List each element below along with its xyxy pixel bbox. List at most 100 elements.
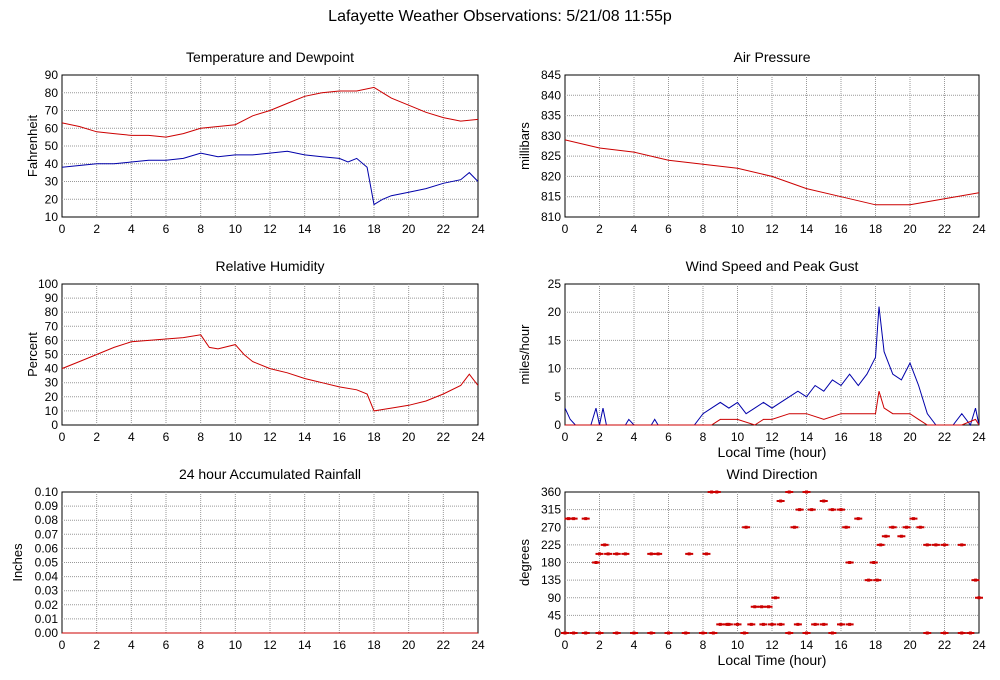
x-tick-label: 10 (229, 638, 243, 652)
x-tick-label: 8 (700, 430, 707, 444)
humidity-chart: 0 2 4 6 8 10 12 14 16 18 20 22 240102030405060708090… (25, 258, 485, 444)
x-tick-label: 12 (765, 222, 779, 236)
rain-chart: 0 2 4 6 8 10 12 14 16 18 20 22 240.000.010.020.030.0… (10, 466, 485, 652)
x-tick-label: 22 (938, 638, 952, 652)
y-tick-label: 30 (45, 175, 59, 189)
chart-title: 24 hour Accumulated Rainfall (179, 466, 361, 482)
y-tick-label: 90 (45, 68, 59, 82)
y-tick-label: 70 (45, 319, 59, 333)
data-point-dash (612, 552, 621, 555)
data-point-dash (621, 552, 630, 555)
y-tick-label: 0.05 (35, 556, 59, 570)
x-tick-label: 4 (631, 222, 638, 236)
x-tick-label: 22 (938, 430, 952, 444)
x-tick-label: 22 (938, 222, 952, 236)
data-point-dash (811, 623, 820, 626)
data-point-dash (600, 543, 609, 546)
data-point-dash (685, 552, 694, 555)
data-point-dash (664, 632, 673, 634)
x-tick-label: 8 (197, 222, 204, 236)
data-point-dash (681, 632, 690, 634)
data-point-dash (793, 623, 802, 626)
data-point-dash (909, 517, 918, 520)
x-tick-label: 12 (263, 638, 277, 652)
y-tick-label: 180 (541, 556, 561, 570)
y-tick-label: 10 (45, 404, 59, 418)
series-line-0 (62, 86, 478, 138)
x-tick-label: 16 (333, 430, 347, 444)
x-tick-label: 20 (903, 222, 917, 236)
y-tick-label: 0.02 (35, 598, 59, 612)
data-point-dash (630, 632, 638, 634)
data-point-dash (785, 632, 794, 634)
y-tick-label: 0 (554, 418, 561, 432)
x-tick-label: 24 (471, 222, 485, 236)
y-tick-label: 0.09 (35, 499, 59, 513)
x-tick-label: 14 (800, 430, 814, 444)
x-tick-label: 8 (700, 638, 707, 652)
x-tick-label: 2 (596, 430, 603, 444)
data-point-dash (569, 517, 578, 520)
y-tick-label: 50 (45, 139, 59, 153)
data-point-dash (819, 500, 828, 503)
data-point-dash (957, 632, 966, 634)
x-tick-label: 10 (731, 222, 745, 236)
x-tick-label: 16 (834, 638, 848, 652)
x-tick-label: 2 (93, 638, 100, 652)
data-point-dash (716, 623, 725, 626)
data-point-dash (724, 623, 733, 626)
y-tick-label: 25 (548, 277, 562, 291)
data-point-dash (837, 508, 845, 511)
x-tick-label: 14 (800, 222, 814, 236)
data-point-dash (776, 623, 785, 626)
data-point-dash (923, 632, 932, 634)
x-tick-label: 18 (869, 430, 883, 444)
x-tick-label: 22 (437, 638, 451, 652)
data-point-dash (771, 596, 780, 599)
data-point-dash (888, 526, 897, 529)
data-point-dash (876, 543, 885, 546)
x-tick-label: 6 (163, 638, 170, 652)
x-tick-label: 10 (229, 222, 243, 236)
data-point-dash (842, 526, 851, 529)
data-point-dash (757, 605, 766, 608)
data-point-dash (712, 491, 721, 493)
data-point-dash (931, 543, 940, 546)
x-tick-label: 6 (665, 222, 672, 236)
x-tick-label: 18 (367, 638, 381, 652)
x-tick-label: 4 (128, 222, 135, 236)
x-tick-label: 14 (298, 638, 312, 652)
x-tick-label: 18 (367, 222, 381, 236)
data-point-dash (790, 526, 799, 529)
data-point-dash (971, 579, 980, 582)
data-point-dash (595, 552, 604, 555)
y-tick-label: 315 (541, 503, 561, 517)
y-axis-label: Fahrenheit (25, 115, 40, 178)
x-tick-label: 24 (972, 430, 986, 444)
y-axis-label: miles/hour (517, 324, 532, 385)
data-point-dash (604, 552, 613, 555)
data-point-dash (747, 623, 756, 626)
y-axis-label: Inches (10, 543, 25, 582)
x-tick-label: 16 (834, 222, 848, 236)
x-tick-label: 12 (765, 638, 779, 652)
data-point-dash (647, 632, 656, 634)
data-point-dash (785, 491, 794, 493)
data-point-dash (733, 623, 742, 626)
y-tick-label: 830 (541, 129, 561, 143)
x-tick-label: 10 (731, 430, 745, 444)
y-tick-label: 0.00 (35, 626, 59, 640)
data-point-dash (699, 632, 707, 634)
y-tick-label: 135 (541, 573, 561, 587)
x-tick-label: 2 (596, 222, 603, 236)
data-point-dash (916, 526, 925, 529)
x-tick-label: 0 (562, 222, 569, 236)
y-tick-label: 815 (541, 190, 561, 204)
data-point-dash (902, 526, 911, 529)
y-tick-label: 820 (541, 169, 561, 183)
data-point-dash (975, 596, 983, 599)
x-tick-label: 24 (471, 430, 485, 444)
x-tick-label: 20 (402, 222, 416, 236)
x-axis-label: Local Time (hour) (718, 444, 827, 460)
x-tick-label: 18 (869, 222, 883, 236)
